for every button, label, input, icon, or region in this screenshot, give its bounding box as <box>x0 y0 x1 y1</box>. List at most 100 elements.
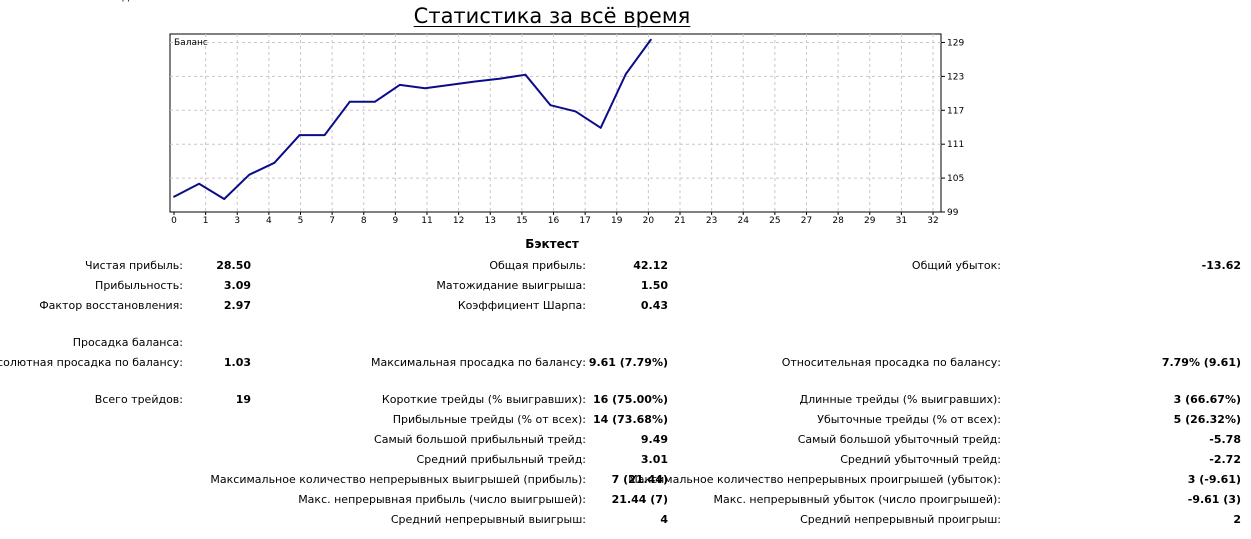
stat-label: Абсолютная просадка по балансу: <box>0 356 183 369</box>
x-tick-label: 0 <box>171 216 177 226</box>
plot-frame <box>169 33 942 213</box>
stat-label: Короткие трейды (% выигравших): <box>381 393 586 406</box>
balance-point <box>348 100 351 103</box>
x-tick-label: 21 <box>674 216 685 226</box>
y-tick-label: 117 <box>947 106 964 116</box>
x-tick-label: 28 <box>832 216 844 226</box>
stat-value: 3.01 <box>640 453 668 466</box>
stat-value: 7.79% (9.61) <box>1161 356 1241 369</box>
report-title: Статистика за всё время <box>0 3 1104 29</box>
stat-value: 0.43 <box>640 299 668 312</box>
balance-point <box>399 83 401 86</box>
stat-value: 4 <box>660 513 668 526</box>
stat-value: -9.61 (3) <box>1187 493 1241 506</box>
stat-value: 14 (73.68%) <box>592 413 668 426</box>
stat-label: Максимальное количество непрерывных выиг… <box>210 473 586 486</box>
x-tick-label: 5 <box>298 216 304 226</box>
stat-label: Общий убыток: <box>911 259 1001 272</box>
stat-value: 9.49 <box>640 433 668 446</box>
y-tick-label: 129 <box>947 38 964 48</box>
stat-label: Макс. непрерывная прибыль (число выигрыш… <box>298 493 586 506</box>
x-tick-label: 4 <box>266 216 272 226</box>
stat-value: 21.44 (7) <box>611 493 668 506</box>
stat-label: Макс. непрерывный убыток (число проигрыш… <box>713 493 1001 506</box>
balance-series-line <box>173 39 652 201</box>
stat-label: Коэффициент Шарпа: <box>457 299 586 312</box>
x-tick-label: 1 <box>203 216 209 226</box>
stat-label: Матожидание выигрыша: <box>436 279 586 292</box>
stat-label: Максимальная просадка по балансу: <box>370 356 586 369</box>
stat-label: Чистая прибыль: <box>84 259 183 272</box>
stat-label: Общая прибыль: <box>489 259 586 272</box>
x-tick-label: 12 <box>453 216 464 226</box>
stat-value: 2.97 <box>223 299 251 312</box>
x-tick-label: 16 <box>548 216 560 226</box>
balance-point <box>424 87 426 90</box>
stat-value: 9.61 (7.79%) <box>588 356 668 369</box>
stat-value: -2.72 <box>1209 453 1241 466</box>
section-title: Бэктест <box>525 237 579 251</box>
x-tick-label: 27 <box>801 216 812 226</box>
stat-label: Самый большой убыточный трейд: <box>797 433 1001 446</box>
stat-value: 19 <box>235 393 251 406</box>
x-tick-label: 3 <box>234 216 240 226</box>
stat-value: 2 <box>1233 513 1241 526</box>
stat-value: 42.12 <box>633 259 668 272</box>
x-tick-label: 29 <box>864 216 876 226</box>
stat-label: Всего трейдов: <box>94 393 183 406</box>
stat-label: Фактор восстановления: <box>39 299 183 312</box>
chart-title: Баланс <box>174 38 208 48</box>
balance-point <box>298 134 301 137</box>
stat-value: 5 (26.32%) <box>1173 413 1241 426</box>
stat-label: Убыточные трейды (% от всех): <box>817 413 1001 426</box>
x-tick-label: 11 <box>421 216 432 226</box>
stat-label: Прибыльные трейды (% от всех): <box>392 413 586 426</box>
x-tick-label: 8 <box>361 216 367 226</box>
stat-value: 16 (75.00%) <box>592 393 668 406</box>
balance-point <box>173 195 175 198</box>
balance-point <box>549 104 552 107</box>
balance-point <box>650 38 652 41</box>
balance-point <box>474 80 477 83</box>
cropped-text-fragment: д <box>122 0 130 2</box>
stat-value: 3.09 <box>223 279 251 292</box>
y-tick-label: 105 <box>947 174 964 184</box>
stat-value: 1.03 <box>223 356 251 369</box>
x-tick-label: 25 <box>769 216 780 226</box>
x-tick-label: 24 <box>738 216 750 226</box>
x-tick-label: 20 <box>643 216 655 226</box>
x-tick-label: 15 <box>516 216 527 226</box>
stat-label: Максимальное количество непрерывных прои… <box>628 473 1001 486</box>
balance-chart: 0 1 3 4 5 7 8 9 11 12 13 15 16 17 19 20 21 23 24 25 27 28 29 31… <box>169 33 964 226</box>
balance-point <box>499 77 502 80</box>
balance-point <box>198 182 201 185</box>
stat-label: Средний непрерывный проигрыш: <box>800 513 1001 526</box>
y-tick-label: 123 <box>947 72 964 82</box>
stat-label: Относительная просадка по балансу: <box>781 356 1001 369</box>
balance-point <box>273 161 276 164</box>
x-tick-label: 31 <box>896 216 907 226</box>
stat-value: -13.62 <box>1201 259 1241 272</box>
stat-label: Просадка баланса: <box>72 336 183 349</box>
balance-point <box>574 110 577 113</box>
stat-label: Прибыльность: <box>95 279 183 292</box>
stat-label: Длинные трейды (% выигравших): <box>799 393 1001 406</box>
stat-label: Средний убыточный трейд: <box>840 453 1001 466</box>
y-tick-label: 111 <box>947 140 964 150</box>
balance-point <box>599 126 602 129</box>
balance-point <box>524 73 527 76</box>
stat-label: Средний прибыльный трейд: <box>416 453 586 466</box>
balance-point <box>373 100 376 103</box>
balance-point <box>248 173 251 176</box>
x-tick-label: 7 <box>329 216 335 226</box>
x-tick-label: 9 <box>393 216 399 226</box>
stat-value: 28.50 <box>216 259 251 272</box>
x-tick-label: 19 <box>611 216 623 226</box>
stat-value: 3 (-9.61) <box>1187 473 1241 486</box>
balance-point <box>624 73 627 76</box>
x-tick-label: 17 <box>579 216 590 226</box>
report-title-text: Статистика за всё время <box>413 4 691 28</box>
x-tick-label: 32 <box>927 216 938 226</box>
balance-point <box>223 198 226 200</box>
stat-value: 3 (66.67%) <box>1173 393 1241 406</box>
